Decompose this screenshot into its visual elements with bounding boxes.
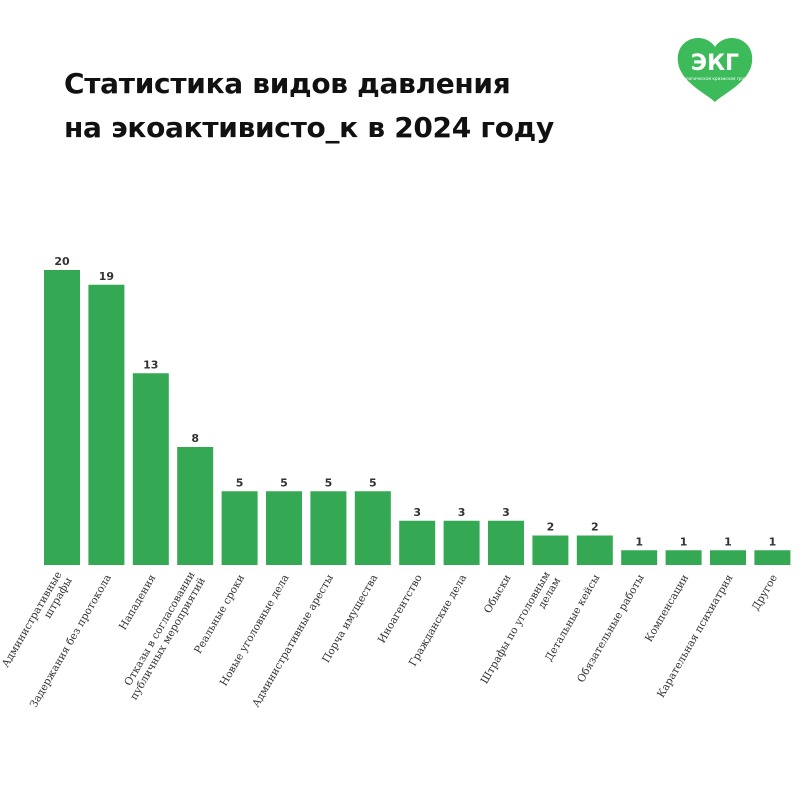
x-tick-label-17: Другое	[750, 573, 780, 613]
bar-value-label-5: 5	[236, 476, 244, 489]
bar-5	[221, 491, 258, 565]
bar-value-label-14: 1	[635, 535, 643, 548]
bar-1	[44, 270, 80, 565]
x-tick-label-7: Административные аресты	[250, 573, 336, 710]
logo-text: ЭКГ	[691, 51, 739, 76]
bar-15	[665, 550, 702, 565]
bar-9	[399, 520, 436, 565]
bar-3	[132, 373, 169, 565]
bar-value-label-1: 20	[54, 255, 70, 268]
bar-value-label-8: 5	[369, 476, 377, 489]
bar-10	[443, 520, 480, 565]
bar-4	[177, 447, 214, 565]
heart-logo-icon: ЭКГ Экологическая кризисная группа	[677, 38, 753, 102]
bar-value-label-6: 5	[280, 476, 288, 489]
x-tick-label-4: Отказы в согласованиипубличных мероприят…	[118, 570, 208, 703]
bar-17	[754, 550, 791, 565]
bar-13	[576, 535, 613, 565]
chart-title-line-1: Статистика видов давления	[64, 67, 511, 100]
chart-title-line-2: на экоактивисто_к в 2024 году	[64, 111, 554, 144]
bar-value-label-3: 13	[143, 358, 158, 371]
bar-value-label-9: 3	[413, 506, 421, 519]
bar-value-label-15: 1	[680, 535, 688, 548]
chart-title: Статистика видов давления на экоактивист…	[64, 62, 554, 150]
ekg-logo: ЭКГ Экологическая кризисная группа	[674, 36, 756, 104]
logo-tagline: Экологическая кризисная группа	[678, 76, 753, 81]
bar-16	[710, 550, 746, 565]
x-tick-label-11: Обыски	[482, 573, 514, 616]
bar-value-label-4: 8	[191, 432, 199, 445]
bar-value-label-13: 2	[591, 521, 599, 534]
bar-value-label-16: 1	[724, 535, 732, 548]
bar-8	[354, 491, 391, 565]
x-tick-label-9: Иноагентство	[376, 573, 425, 646]
x-tick-label-3: Нападения	[117, 572, 159, 632]
bar-2	[88, 284, 125, 565]
bar-value-label-11: 3	[502, 506, 510, 519]
bar-7	[310, 491, 347, 565]
bar-value-label-12: 2	[547, 521, 555, 534]
bar-12	[532, 535, 569, 565]
bar-value-label-2: 19	[99, 270, 114, 283]
bar-6	[266, 491, 302, 565]
bar-value-label-7: 5	[325, 476, 333, 489]
bar-value-label-10: 3	[458, 506, 466, 519]
x-tick-label-12: Штрафы по уголовнымделам	[479, 570, 564, 693]
bar-14	[621, 550, 658, 565]
x-tick-label-15: Компенсации	[643, 573, 691, 645]
bar-11	[488, 520, 524, 565]
x-tick-label-16: Карательная психиатрия	[655, 572, 736, 700]
bar-value-label-17: 1	[769, 535, 777, 548]
